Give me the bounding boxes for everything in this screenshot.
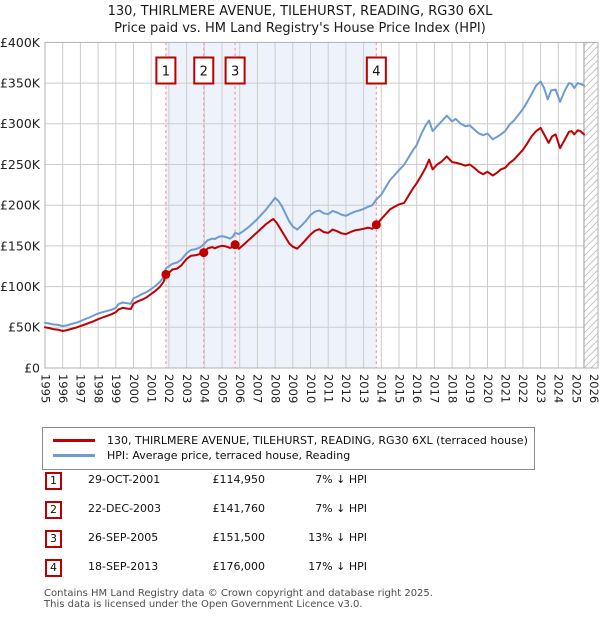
x-tick-label: 2003 [180,374,194,403]
svg-text:1: 1 [162,65,170,80]
x-tick-label: 2018 [445,374,459,403]
sale-price: £141,760 [212,502,266,515]
x-tick-label: 2004 [198,374,212,403]
sale-price: £114,950 [212,473,266,486]
x-tick-label: 1995 [38,374,52,403]
sale-date-lines [165,42,377,368]
x-tick-label: 1996 [56,374,70,403]
x-tick-label: 2023 [534,374,548,403]
future-hatch [583,42,598,369]
y-tick-label: £100K [0,279,41,294]
x-tick-label: 1998 [91,374,105,403]
sale-dot-4 [371,220,381,230]
sale-date: 29-OCT-2001 [88,473,161,486]
x-tick-label: 2026 [587,374,600,403]
x-tick-label: 2024 [552,374,566,403]
x-tick-label: 2013 [357,374,371,403]
x-tick-label: 1997 [74,374,88,403]
x-tick-label: 2007 [251,374,265,403]
sale-number-badge: 4 [45,559,62,577]
hpi-line [44,80,585,328]
legend-label: 130, THIRLMERE AVENUE, TILEHURST, READIN… [107,434,528,447]
sale-flag-2: 2 [193,56,215,85]
x-tick-label: 2011 [322,374,336,403]
y-tick-label: £0 [24,360,40,375]
x-tick-label: 2019 [463,374,477,403]
footer-line-2: This data is licensed under the Open Gov… [44,599,363,610]
sale-price: £176,000 [212,560,266,573]
y-tick-label: £50K [8,320,41,335]
license-footer: Contains HM Land Registry data © Crown c… [44,588,584,610]
chart-legend: 130, THIRLMERE AVENUE, TILEHURST, READIN… [42,427,535,470]
legend-item-0: 130, THIRLMERE AVENUE, TILEHURST, READIN… [51,433,528,448]
sale-row-2: 2 22-DEC-2003 £141,760 7% ↓ HPI [45,500,465,529]
sale-dot-2 [199,248,209,258]
x-axis-labels: 1995 1996 1997 1998 1999 2000 2001 2002 2003 2004… [38,374,600,403]
sale-hpi-delta: 7% ↓ HPI [315,502,367,515]
sale-dot-3 [230,240,240,250]
legend-item-1: HPI: Average price, terraced house, Read… [51,448,526,463]
sale-row-1: 1 29-OCT-2001 £114,950 7% ↓ HPI [45,471,465,500]
x-tick-label: 2016 [410,374,424,403]
sale-flag-4: 4 [365,56,387,85]
y-axis-labels: £0 £50K £100K £150K £200K £250K £300K £350K £400… [0,35,41,376]
sale-dot-1 [161,269,171,279]
chart-title: 130, THIRLMERE AVENUE, TILEHURST, READIN… [107,4,493,19]
legend-swatch [53,439,95,442]
sale-number-badge: 2 [45,501,62,519]
x-tick-label: 2014 [375,374,389,403]
property-price-line [44,126,585,332]
sale-hpi-delta: 17% ↓ HPI [308,560,367,573]
chart-subtitle: Price paid vs. HM Land Registry's House … [114,21,486,36]
sale-flag-1: 1 [155,56,177,85]
x-tick-label: 2012 [339,374,353,403]
x-tick-label: 2010 [304,374,318,403]
x-tick-label: 2015 [392,374,406,403]
plot-border [44,41,599,369]
svg-text:4: 4 [372,65,380,80]
y-tick-label: £250K [0,157,41,172]
x-tick-label: 2022 [516,374,530,403]
x-tick-label: 2025 [569,374,583,403]
sale-number-badge: 3 [45,530,62,548]
x-tick-label: 2009 [286,374,300,403]
legend-swatch [53,454,95,457]
x-tick-label: 2021 [499,374,513,403]
x-tick-label: 2017 [428,374,442,403]
y-tick-label: £400K [0,35,41,50]
sale-date: 22-DEC-2003 [88,502,162,515]
x-tick-label: 2005 [215,374,229,403]
price-history-chart: 1 2 3 4 £0 £50K £100K £150K £200K £250K £300K £350K… [0,35,600,404]
grid [45,42,598,368]
sale-hpi-delta: 7% ↓ HPI [315,473,367,486]
x-tick-label: 2008 [268,374,282,403]
y-tick-label: £150K [0,238,41,253]
x-tick-label: 1999 [109,374,123,403]
sale-price: £151,500 [212,531,266,544]
x-tick-label: 2001 [145,374,159,403]
svg-text:3: 3 [231,65,239,80]
legend-label: HPI: Average price, terraced house, Read… [107,449,351,462]
sale-row-3: 3 26-SEP-2005 £151,500 13% ↓ HPI [45,529,465,558]
svg-text:2: 2 [200,65,208,80]
x-tick-label: 2020 [481,374,495,403]
footer-line-1: Contains HM Land Registry data © Crown c… [44,588,433,599]
sale-flag-3: 3 [224,56,246,85]
y-tick-label: £200K [0,198,41,213]
sale-date: 18-SEP-2013 [88,560,159,573]
sale-date: 26-SEP-2005 [88,531,159,544]
x-tick-label: 2002 [162,374,176,403]
y-tick-label: £300K [0,116,41,131]
sale-number-badge: 1 [45,472,62,490]
x-tick-label: 2000 [127,374,141,403]
sale-history-table: 1 29-OCT-2001 £114,950 7% ↓ HPI 2 22-DEC-2003… [45,471,465,587]
sale-hpi-delta: 13% ↓ HPI [308,531,367,544]
sale-row-4: 4 18-SEP-2013 £176,000 17% ↓ HPI [45,558,465,587]
y-tick-label: £350K [0,75,41,90]
x-tick-label: 2006 [233,374,247,403]
